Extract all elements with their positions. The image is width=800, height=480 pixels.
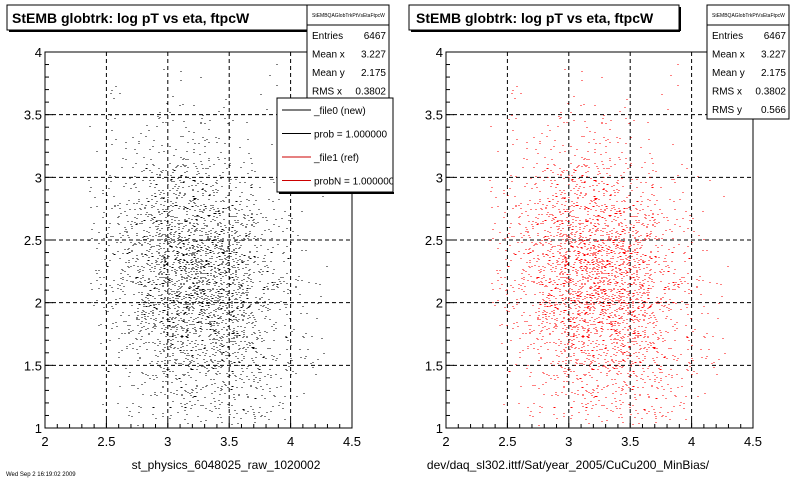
- stats-label: Entries: [712, 31, 743, 42]
- right-stats-header: StEMBQAGlobTrkPtVsEtaFtpcW: [712, 13, 785, 19]
- y-tick-label: 2.5: [425, 233, 443, 248]
- y-tick-label: 1: [436, 421, 443, 436]
- stats-label: Mean x: [312, 50, 345, 61]
- left-stats-frame: [306, 4, 390, 102]
- scatter-points: [88, 64, 328, 426]
- stats-value: 6467: [764, 31, 787, 42]
- right-points: [489, 64, 729, 426]
- stats-value: 0.3802: [355, 87, 386, 98]
- left-points: [88, 64, 328, 426]
- x-tick-label: 2.5: [498, 434, 516, 449]
- left-chart-title: StEMB globtrk: log pT vs eta, ftpcW: [12, 10, 250, 26]
- y-tick-label: 3.5: [425, 108, 443, 123]
- right-x-label: dev/daq_sl302.ittf/Sat/year_2005/CuCu200…: [427, 458, 710, 472]
- stats-label: RMS x: [712, 87, 742, 98]
- right-ticks: 2 2.5 3 3.5 4 4.5 1 1.5 2 2.5 3 3.5 4: [425, 45, 762, 449]
- stats-label: Entries: [312, 31, 343, 42]
- stats-value: 2.175: [761, 68, 786, 79]
- stats-label: RMS x: [312, 87, 342, 98]
- y-tick-label: 3: [436, 170, 443, 185]
- right-grid: [446, 52, 753, 428]
- left-legend-frame: [276, 97, 394, 193]
- right-pad: 2 2.5 3 3.5 4 4.5 1 1.5 2 2.5 3 3.5 4 StEMB globtrk:…: [408, 4, 790, 472]
- y-tick-label: 1.5: [24, 358, 42, 373]
- x-tick-label: 4.5: [343, 434, 361, 449]
- x-tick-label: 3: [164, 434, 171, 449]
- legend-label: _file1 (ref): [313, 153, 359, 164]
- x-tick-label: 2.5: [97, 434, 115, 449]
- stats-label: Mean x: [712, 50, 745, 61]
- stats-value: 0.3802: [755, 87, 786, 98]
- x-tick-label: 3.5: [220, 434, 238, 449]
- stats-label: Mean y: [312, 68, 345, 79]
- left-legend: _file0 (new) prob = 1.000000 _file1 (ref) p…: [276, 97, 395, 194]
- legend-label: probN = 1.000000: [314, 177, 395, 188]
- stats-label: RMS y: [712, 105, 742, 116]
- scatter-points: [489, 64, 729, 426]
- x-tick-label: 4.5: [744, 434, 762, 449]
- left-stats-header: StEMBQAGlobTrkPtVsEtaFtpcW: [312, 13, 385, 19]
- y-tick-label: 4: [35, 45, 42, 60]
- left-x-label: st_physics_6048025_raw_1020002: [132, 458, 321, 472]
- y-tick-label: 2: [35, 296, 42, 311]
- y-tick-label: 3.5: [24, 108, 42, 123]
- y-tick-label: 4: [436, 45, 443, 60]
- right-stats-box: StEMBQAGlobTrkPtVsEtaFtpcW Entries 6467 Me…: [706, 4, 790, 120]
- legend-label: _file0 (new): [313, 106, 366, 117]
- y-tick-label: 3: [35, 170, 42, 185]
- x-tick-label: 4: [688, 434, 695, 449]
- x-tick-label: 2: [41, 434, 48, 449]
- right-title-box: [408, 4, 680, 31]
- right-chart-title: StEMB globtrk: log pT vs eta, ftpcW: [416, 10, 654, 26]
- y-tick-label: 2.5: [24, 233, 42, 248]
- y-tick-label: 1.5: [425, 358, 443, 373]
- stats-value: 3.227: [361, 50, 386, 61]
- stats-value: 0.566: [761, 105, 786, 116]
- x-tick-label: 4: [287, 434, 294, 449]
- x-tick-label: 3: [565, 434, 572, 449]
- stats-value: 3.227: [761, 50, 786, 61]
- y-tick-label: 1: [35, 421, 42, 436]
- stats-value: 2.175: [361, 68, 386, 79]
- footer-timestamp: Wed Sep 2 16:19:02 2009: [6, 472, 76, 478]
- left-pad: 2 2.5 3 3.5 4 4.5 1 1.5 2 2.5 3 3.5 4 StEMB globtrk:…: [6, 4, 395, 472]
- right-stats-frame: [706, 4, 790, 120]
- x-tick-label: 3.5: [621, 434, 639, 449]
- left-ticks: 2 2.5 3 3.5 4 4.5 1 1.5 2 2.5 3 3.5 4: [24, 45, 361, 449]
- left-stats-box: StEMBQAGlobTrkPtVsEtaFtpcW Entries 6467 Me…: [306, 4, 390, 102]
- stats-label: Mean y: [712, 68, 745, 79]
- x-tick-label: 2: [442, 434, 449, 449]
- stats-value: 6467: [364, 31, 387, 42]
- y-tick-label: 2: [436, 296, 443, 311]
- legend-label: prob = 1.000000: [314, 130, 388, 141]
